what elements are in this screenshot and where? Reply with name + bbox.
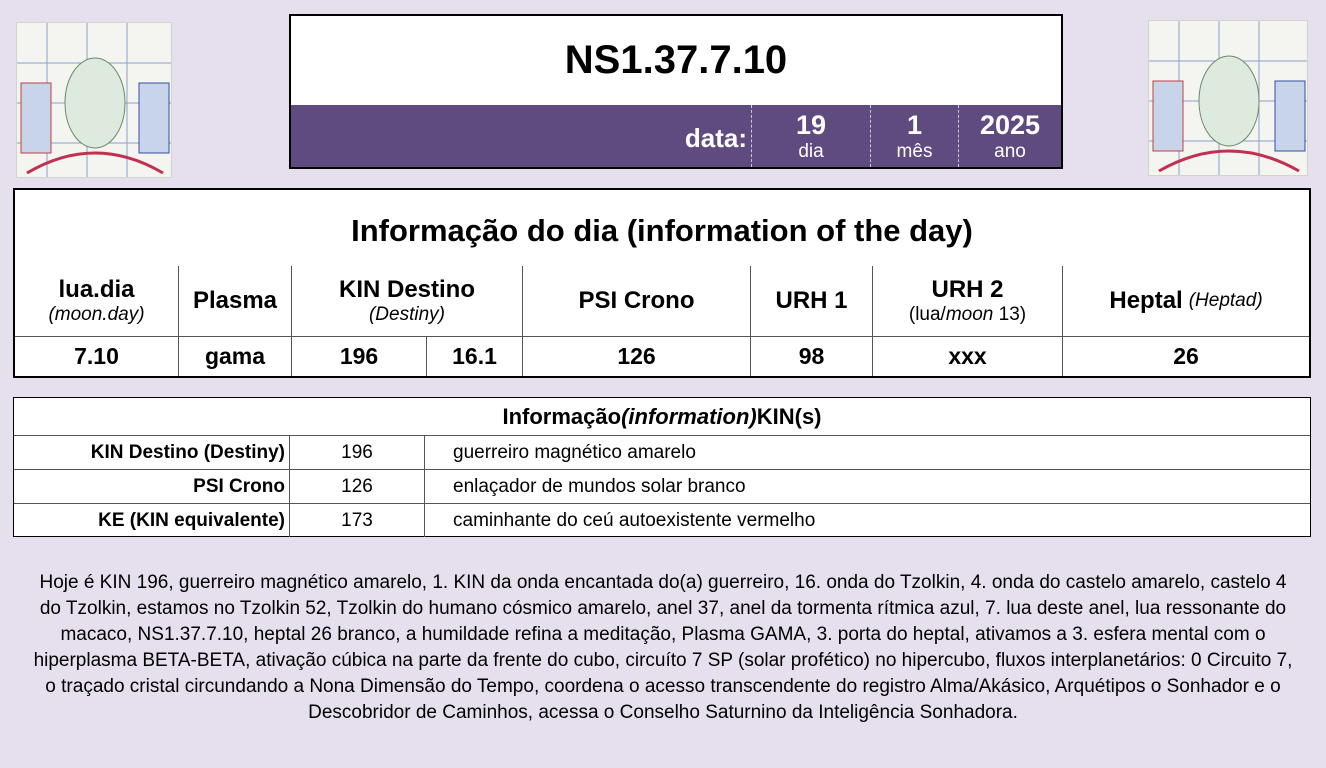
logo-image — [1148, 20, 1308, 176]
title-part: KIN(s) — [756, 403, 822, 429]
logo-image — [16, 22, 172, 178]
month-label: mês — [896, 140, 933, 162]
column-sublabel: (lua/moon 13) — [909, 304, 1026, 326]
table-cell: 173 — [290, 503, 425, 537]
header-title: NS1.37.7.10 — [564, 38, 788, 82]
date-bar: data: 19 dia 1 mês 2025 ano — [291, 105, 1061, 167]
value-cell: xxx — [873, 336, 1063, 376]
month-cell: 1 mês — [871, 105, 959, 167]
table-cell: caminhante do ceú autoexistente vermelho — [425, 503, 1310, 537]
value-cell: gama — [179, 336, 292, 376]
column-header: KIN Destino (Destiny) — [292, 266, 523, 336]
title-part: Informação — [502, 403, 622, 429]
value-cell: 126 — [523, 336, 751, 376]
column-header: URH 1 — [751, 266, 873, 336]
column-label: Heptal — [1109, 287, 1183, 314]
day-cell: 19 dia — [751, 105, 871, 167]
day-value: 19 — [795, 109, 827, 140]
column-header: Heptal (Heptad) — [1063, 266, 1309, 336]
kin-info-box: Informação (information) KIN(s) KIN Dest… — [13, 397, 1311, 537]
sublabel-part: (lua/ — [908, 304, 946, 325]
column-header: URH 2 (lua/moon 13) — [873, 266, 1063, 336]
table-cell: guerreiro magnético amarelo — [425, 435, 1310, 469]
column-label: lua.dia — [58, 276, 135, 303]
table-cell: PSI Crono — [14, 469, 290, 503]
value-cell: 26 — [1063, 336, 1309, 376]
column-header: PSI Crono — [523, 266, 751, 336]
column-label: PSI Crono — [578, 287, 695, 314]
table-cell: 126 — [290, 469, 425, 503]
day-info-box: Informação do dia (information of the da… — [13, 188, 1311, 378]
title-part: (information) — [621, 403, 757, 429]
table-cell: 196 — [290, 435, 425, 469]
column-sublabel: (moon.day) — [48, 304, 145, 325]
column-label: URH 2 — [931, 276, 1004, 303]
month-value: 1 — [906, 109, 923, 140]
date-label: data: — [684, 123, 747, 153]
column-sublabel: (Destiny) — [368, 304, 445, 325]
table-cell: KE (KIN equivalente) — [14, 503, 290, 537]
value-cell: 16.1 — [427, 336, 523, 376]
sublabel-part: 13) — [993, 304, 1027, 325]
header-box: NS1.37.7.10 data: 19 dia 1 mês 2025 ano — [289, 14, 1063, 169]
day-info-title: Informação do dia (information of the da… — [351, 213, 973, 248]
value-cell: 98 — [751, 336, 873, 376]
value-cell: 196 — [292, 336, 427, 376]
year-cell: 2025 ano — [959, 105, 1061, 167]
year-value: 2025 — [979, 109, 1041, 140]
column-label: URH 1 — [775, 287, 848, 314]
table-cell: enlaçador de mundos solar branco — [425, 469, 1310, 503]
column-label: Plasma — [192, 287, 278, 314]
day-label: dia — [798, 140, 824, 162]
year-label: ano — [994, 140, 1026, 162]
column-sublabel: (Heptad) — [1188, 290, 1263, 311]
table-cell: KIN Destino (Destiny) — [14, 435, 290, 469]
column-header: Plasma — [179, 266, 292, 336]
value-cell: 7.10 — [15, 336, 179, 376]
column-header: lua.dia (moon.day) — [15, 266, 179, 336]
column-label: KIN Destino — [338, 276, 475, 303]
sublabel-part: moon — [945, 304, 994, 325]
kin-info-title: Informação (information) KIN(s) — [14, 398, 1310, 435]
summary-paragraph: Hoje é KIN 196, guerreiro magnético amar… — [33, 572, 1293, 723]
